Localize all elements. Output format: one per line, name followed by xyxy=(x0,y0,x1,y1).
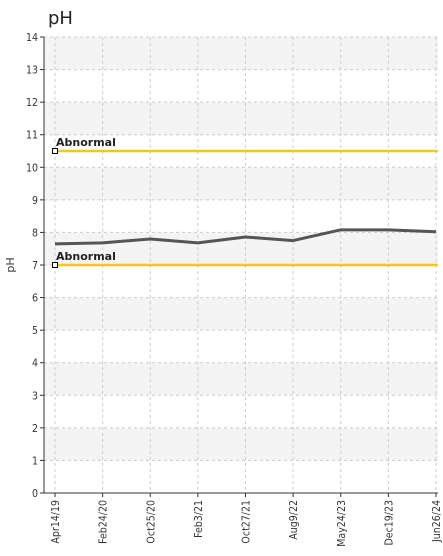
threshold-label: Abnormal xyxy=(56,250,116,263)
chart-title: pH xyxy=(48,8,73,29)
y-tick-label: 2 xyxy=(32,423,38,435)
y-tick-label: 10 xyxy=(26,162,38,174)
series xyxy=(54,228,437,246)
y-tick-label: 1 xyxy=(32,455,38,467)
grid-band xyxy=(44,297,438,331)
x-tick-label: May24/23 xyxy=(336,500,348,547)
x-tick-label: Feb24/20 xyxy=(98,500,110,544)
reference-lines: Abnormal Abnormal xyxy=(52,136,438,268)
y-tick-label: 3 xyxy=(32,390,38,402)
y-tick-label: 5 xyxy=(32,325,38,337)
y-tick-label: 14 xyxy=(26,32,38,44)
grid-band xyxy=(44,167,438,200)
threshold-marker xyxy=(52,262,58,268)
y-tick-label: 7 xyxy=(32,260,38,272)
x-tick-labels: Apr14/19 Feb24/20 Oct25/20 Feb3/21 Oct27/21 A… xyxy=(50,493,443,547)
y-tick-label: 13 xyxy=(26,65,38,77)
grid-band xyxy=(44,102,438,135)
x-tick-label: Oct25/20 xyxy=(145,500,157,544)
y-tick-label: 6 xyxy=(32,293,38,305)
x-tick-label: Jun26/24 xyxy=(431,500,443,543)
x-tick-label: Oct27/21 xyxy=(241,500,253,544)
y-tick-label: 11 xyxy=(26,130,38,142)
ph-series-line xyxy=(54,228,437,246)
threshold-label: Abnormal xyxy=(56,136,116,149)
y-tick-label: 0 xyxy=(32,488,38,500)
grid-band xyxy=(44,362,438,396)
y-tick-label: 9 xyxy=(32,195,38,207)
y-tick-label: 4 xyxy=(32,358,38,370)
y-axis-label: pH xyxy=(4,257,17,272)
x-tick-label: Apr14/19 xyxy=(50,500,62,544)
grid-band xyxy=(44,37,438,70)
y-tick-label: 8 xyxy=(32,227,38,239)
y-tick-label: 12 xyxy=(26,97,38,109)
grid-band xyxy=(44,427,438,461)
x-tick-label: Aug9/22 xyxy=(288,500,300,540)
x-tick-label: Feb3/21 xyxy=(193,500,205,538)
threshold-marker xyxy=(52,148,58,154)
x-tick-label: Dec19/23 xyxy=(383,500,395,546)
